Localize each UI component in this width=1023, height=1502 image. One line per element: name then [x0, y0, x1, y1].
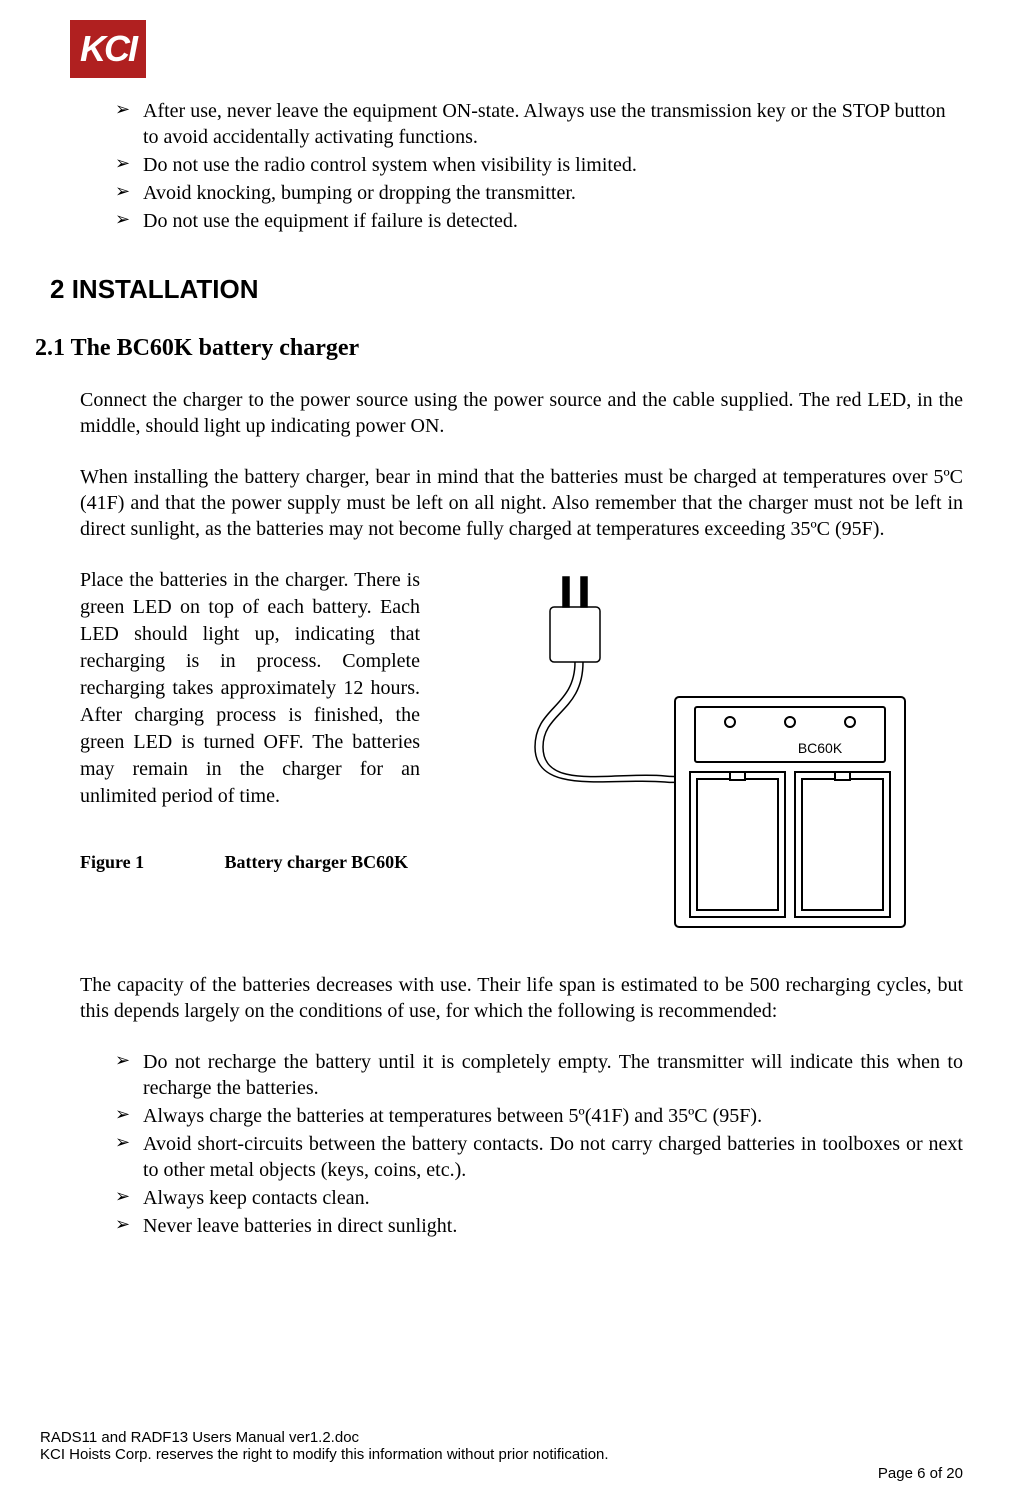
paragraph-4: The capacity of the batteries decreases … — [80, 972, 963, 1024]
figure-caption: Figure 1 Battery charger BC60K — [80, 850, 420, 874]
logo-text: KCI — [70, 20, 146, 78]
charger-figure: BC60K — [435, 567, 963, 952]
bullet-item: Avoid knocking, bumping or dropping the … — [115, 180, 963, 206]
safety-bullets-top: After use, never leave the equipment ON-… — [80, 98, 963, 234]
bullet-item: Do not recharge the battery until it is … — [115, 1049, 963, 1101]
bullet-item: After use, never leave the equipment ON-… — [115, 98, 963, 150]
subsection-number: 2.1 — [35, 335, 65, 361]
page-footer: RADS11 and RADF13 Users Manual ver1.2.do… — [40, 1429, 963, 1482]
footer-doc-name: RADS11 and RADF13 Users Manual ver1.2.do… — [40, 1429, 963, 1446]
recommendation-bullets: Do not recharge the battery until it is … — [80, 1049, 963, 1239]
battery-charger-icon: BC60K — [435, 567, 925, 947]
section-number: 2 — [50, 274, 64, 304]
bullet-item: Always keep contacts clean. — [115, 1185, 963, 1211]
paragraph-1: Connect the charger to the power source … — [80, 387, 963, 439]
bullet-item: Always charge the batteries at temperatu… — [115, 1103, 963, 1129]
bullet-item: Avoid short-circuits between the battery… — [115, 1131, 963, 1183]
figure-number: Figure 1 — [80, 850, 220, 874]
bullet-item: Do not use the equipment if failure is d… — [115, 208, 963, 234]
section-heading: 2 INSTALLATION — [50, 274, 963, 305]
section-title: INSTALLATION — [72, 274, 259, 304]
page-number: Page 6 of 20 — [40, 1465, 963, 1482]
bullet-item: Never leave batteries in direct sunlight… — [115, 1213, 963, 1239]
figure-title: Battery charger BC60K — [225, 852, 409, 872]
paragraph-3: Place the batteries in the charger. Ther… — [80, 567, 420, 810]
subsection-title: The BC60K battery charger — [71, 335, 360, 361]
paragraph-2: When installing the battery charger, bea… — [80, 464, 963, 542]
charger-model-label: BC60K — [798, 740, 843, 756]
footer-copyright: KCI Hoists Corp. reserves the right to m… — [40, 1446, 963, 1463]
bullet-item: Do not use the radio control system when… — [115, 152, 963, 178]
subsection-heading: 2.1 The BC60K battery charger — [35, 335, 963, 362]
company-logo: KCI — [70, 20, 963, 78]
